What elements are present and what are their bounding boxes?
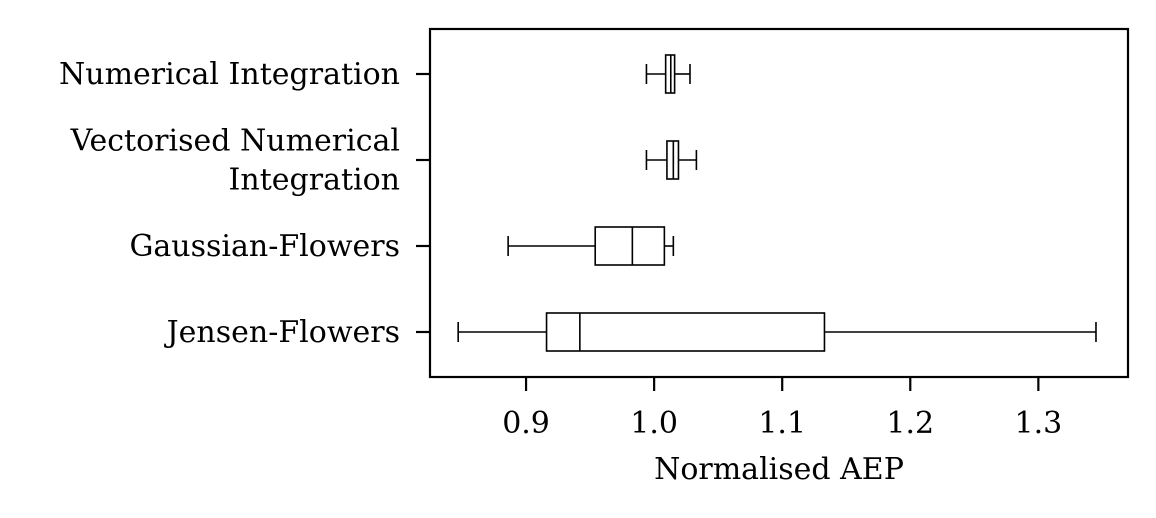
y-axis: Numerical Integration Vectorised Numerica…	[59, 57, 430, 350]
y-tick-label: Numerical Integration	[59, 57, 400, 92]
x-tick-label: 0.9	[502, 406, 550, 441]
iqr-box	[594, 226, 666, 266]
y-tick-label: Integration	[229, 163, 400, 198]
box-1	[645, 140, 698, 180]
x-axis: 0.9 1.0 1.1 1.2 1.3	[502, 377, 1062, 441]
iqr-box	[545, 312, 826, 352]
box-2	[507, 226, 675, 266]
y-tick-label: Gaussian-Flowers	[129, 229, 400, 264]
x-tick-label: 1.0	[630, 406, 678, 441]
box-3	[457, 312, 1097, 352]
x-tick-label: 1.3	[1014, 406, 1062, 441]
boxes-layer	[457, 54, 1097, 352]
box-0	[645, 54, 691, 94]
y-tick-label: Vectorised Numerical	[70, 124, 400, 159]
y-tick-label: Jensen-Flowers	[164, 315, 400, 350]
x-axis-title: Normalised AEP	[654, 452, 904, 487]
x-tick-label: 1.2	[886, 406, 934, 441]
x-tick-label: 1.1	[758, 406, 806, 441]
